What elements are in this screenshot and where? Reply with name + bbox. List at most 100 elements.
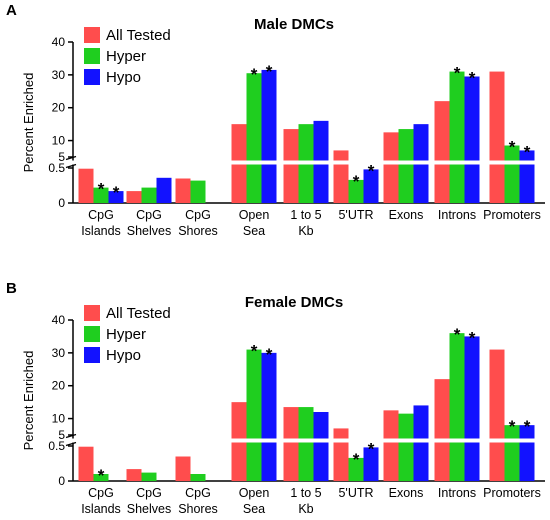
bar-all-tested <box>383 410 399 481</box>
x-category-label: Shores <box>178 224 218 238</box>
legend-swatch <box>84 48 100 64</box>
bar-hypo <box>261 69 277 203</box>
bar-all-tested <box>489 71 505 203</box>
bar-all-tested <box>283 407 299 481</box>
y-tick-label: 40 <box>52 35 66 49</box>
legend-swatch <box>84 326 100 342</box>
significance-star: * <box>251 65 258 84</box>
x-category-label: Shelves <box>127 224 171 238</box>
x-category-label: CpG <box>88 208 114 222</box>
x-category-label: Promoters <box>483 208 541 222</box>
x-category-label: Shelves <box>127 502 171 516</box>
axis-break-mark <box>65 433 77 439</box>
bar-hyper <box>504 145 520 203</box>
y-tick-label: 5 <box>58 428 65 442</box>
bar-hypo <box>313 412 329 481</box>
x-category-label: Shores <box>178 502 218 516</box>
legend-label: Hyper <box>106 326 146 343</box>
axis-break-mark <box>65 441 77 447</box>
x-category-label: Sea <box>243 224 265 238</box>
axis-break-mark <box>65 155 77 161</box>
significance-star: * <box>469 328 476 347</box>
bar-hyper <box>141 187 157 203</box>
bar-hyper <box>398 129 414 203</box>
significance-star: * <box>98 180 105 199</box>
bar-all-tested <box>283 129 299 203</box>
significance-star: * <box>454 325 461 344</box>
significance-star: * <box>353 172 360 191</box>
y-tick-label: 10 <box>52 412 66 426</box>
significance-star: * <box>524 142 531 161</box>
x-category-label: 5'UTR <box>338 208 373 222</box>
panel-a: A Male DMCs Percent Enriched 0 0.55 10 20 30 40 *… <box>6 2 545 238</box>
axis-break-band <box>67 160 545 165</box>
y-tick-label: 30 <box>52 346 66 360</box>
bar-all-tested <box>489 349 505 481</box>
y-tick-label: 40 <box>52 313 66 327</box>
bar-all-tested <box>434 101 450 203</box>
bar-hypo <box>413 405 429 481</box>
significance-star: * <box>251 342 258 361</box>
legend-swatch <box>84 305 100 321</box>
bar-all-tested <box>126 191 142 203</box>
y-tick-label: 10 <box>52 134 66 148</box>
x-category-label: 1 to 5 <box>290 208 321 222</box>
x-category-label: CpG <box>136 486 162 500</box>
x-category-label: Kb <box>298 224 313 238</box>
panel-letter: B <box>6 280 17 297</box>
significance-star: * <box>266 62 273 81</box>
bar-hypo <box>156 177 172 203</box>
legend-label: All Tested <box>106 305 171 322</box>
x-category-label: Islands <box>81 224 121 238</box>
legend-label: All Tested <box>106 27 171 44</box>
x-category-label: Exons <box>389 208 424 222</box>
x-category-label: Open <box>239 208 270 222</box>
bar-hyper <box>449 71 465 203</box>
bar-hyper <box>449 333 465 481</box>
bar-all-tested <box>333 428 349 481</box>
significance-star: * <box>368 161 375 180</box>
legend-label: Hypo <box>106 347 141 364</box>
x-category-label: 1 to 5 <box>290 486 321 500</box>
y-tick-label: 0.5 <box>48 439 65 453</box>
significance-star: * <box>266 345 273 364</box>
bar-hyper <box>190 180 206 203</box>
x-category-label: CpG <box>88 486 114 500</box>
x-category-label: Introns <box>438 208 476 222</box>
significance-star: * <box>98 466 105 485</box>
bar-hyper <box>246 349 262 481</box>
y-tick-label: 20 <box>52 101 66 115</box>
legend-swatch <box>84 69 100 85</box>
panel-b: B Female DMCs Percent Enriched 0 0.55 10 20 30 4… <box>6 280 545 516</box>
x-category-label: 5'UTR <box>338 486 373 500</box>
y-tick-label: 0.5 <box>48 161 65 175</box>
bar-hyper <box>141 472 157 481</box>
panel-letter: A <box>6 2 17 19</box>
bar-hypo <box>464 76 480 203</box>
bar-hyper <box>348 457 364 481</box>
significance-star: * <box>368 439 375 458</box>
bar-hypo <box>108 191 124 203</box>
x-category-label: CpG <box>136 208 162 222</box>
x-category-label: Introns <box>438 486 476 500</box>
chart-title: Female DMCs <box>245 294 343 311</box>
bar-all-tested <box>78 168 94 203</box>
y-tick-label: 0 <box>58 474 65 488</box>
y-tick-label: 30 <box>52 68 66 82</box>
bar-hypo <box>261 352 277 481</box>
bar-all-tested <box>78 446 94 481</box>
legend-label: Hyper <box>106 48 146 65</box>
y-axis-label: Percent Enriched <box>21 351 36 451</box>
x-category-label: Open <box>239 486 270 500</box>
x-category-label: Islands <box>81 502 121 516</box>
x-category-label: Kb <box>298 502 313 516</box>
y-tick-label: 20 <box>52 379 66 393</box>
axis-break-band <box>67 438 545 443</box>
y-tick-label: 5 <box>58 150 65 164</box>
bar-all-tested <box>175 178 191 203</box>
legend-swatch <box>84 347 100 363</box>
legend-swatch <box>84 27 100 43</box>
y-axis-label: Percent Enriched <box>21 73 36 173</box>
bar-hyper <box>348 179 364 203</box>
bar-hyper <box>190 474 206 481</box>
